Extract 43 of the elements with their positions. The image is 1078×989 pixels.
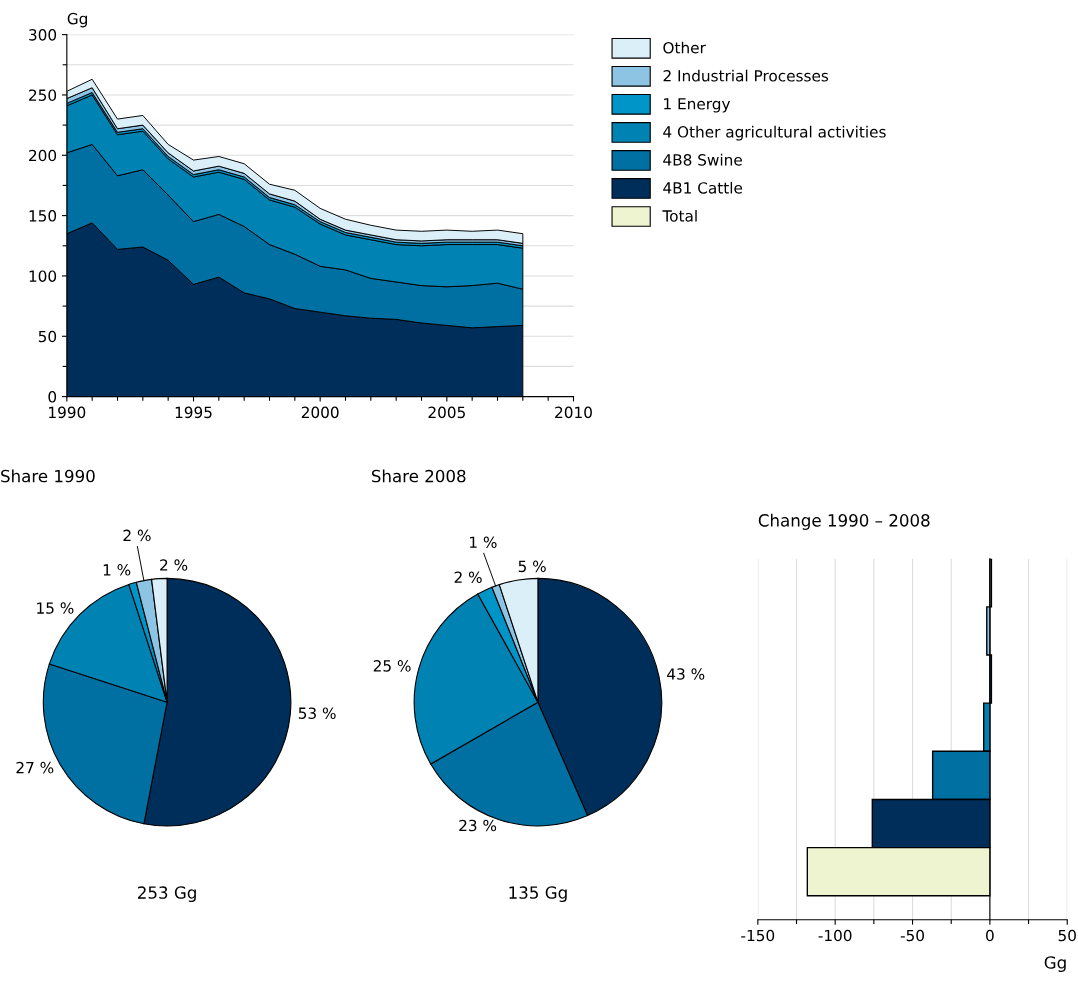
x-tick-label: 1995 [175, 406, 212, 419]
y-tick-label: 300 [29, 29, 57, 41]
y-axis-title: Gg [67, 12, 87, 28]
y-tick-label: 200 [29, 149, 57, 162]
chart-title: Change 1990 – 2008 [758, 513, 930, 530]
legend-label: 1 Energy [664, 98, 731, 113]
data-label: 25 % [373, 660, 411, 672]
data-label: 2 % [454, 571, 482, 583]
x-axis-title: Gg [1044, 956, 1066, 972]
legend-label: 4B8 Swine [663, 153, 742, 166]
x-tick-label: 2000 [301, 406, 339, 419]
y-tick-label: 250 [29, 89, 57, 101]
y-tick-label: 150 [29, 210, 57, 222]
data-label: 15 % [37, 602, 74, 614]
data-label: 53 % [298, 707, 336, 719]
x-tick-label: 50 [1058, 929, 1076, 942]
chart-title: Share 2008 [371, 469, 466, 483]
text: 253 Gg [138, 886, 196, 903]
data-label: 2 % [160, 559, 188, 571]
legend-label: 2 Industrial Processes [663, 69, 829, 82]
data-label: 5 % [518, 560, 546, 573]
y-tick-label: 100 [29, 270, 57, 282]
text: 135 Gg [509, 886, 567, 903]
y-tick-label: 50 [38, 330, 57, 343]
x-tick-label: 2005 [428, 406, 465, 419]
legend-label: 4 Other agricultural activities [663, 125, 886, 141]
data-label: 2 % [123, 529, 151, 542]
data-label: 27 % [16, 761, 54, 774]
x-tick-label: 2010 [555, 406, 592, 419]
chart-title: Share 1990 [1, 469, 95, 483]
y-tick-label: 0 [48, 391, 57, 403]
legend-label: Other [663, 41, 706, 54]
x-tick-label: 0 [986, 929, 994, 942]
data-label: 1 % [103, 564, 131, 576]
x-tick-label: -100 [818, 929, 852, 942]
data-label: 23 % [459, 819, 497, 832]
x-tick-label: -50 [900, 929, 924, 942]
legend-label: 4B1 Cattle [663, 181, 743, 194]
x-tick-label: 1990 [49, 406, 86, 419]
data-label: 1 % [470, 536, 497, 549]
data-label: 43 % [667, 668, 705, 680]
legend-label: Total [662, 209, 697, 222]
x-tick-label: -150 [741, 929, 775, 942]
